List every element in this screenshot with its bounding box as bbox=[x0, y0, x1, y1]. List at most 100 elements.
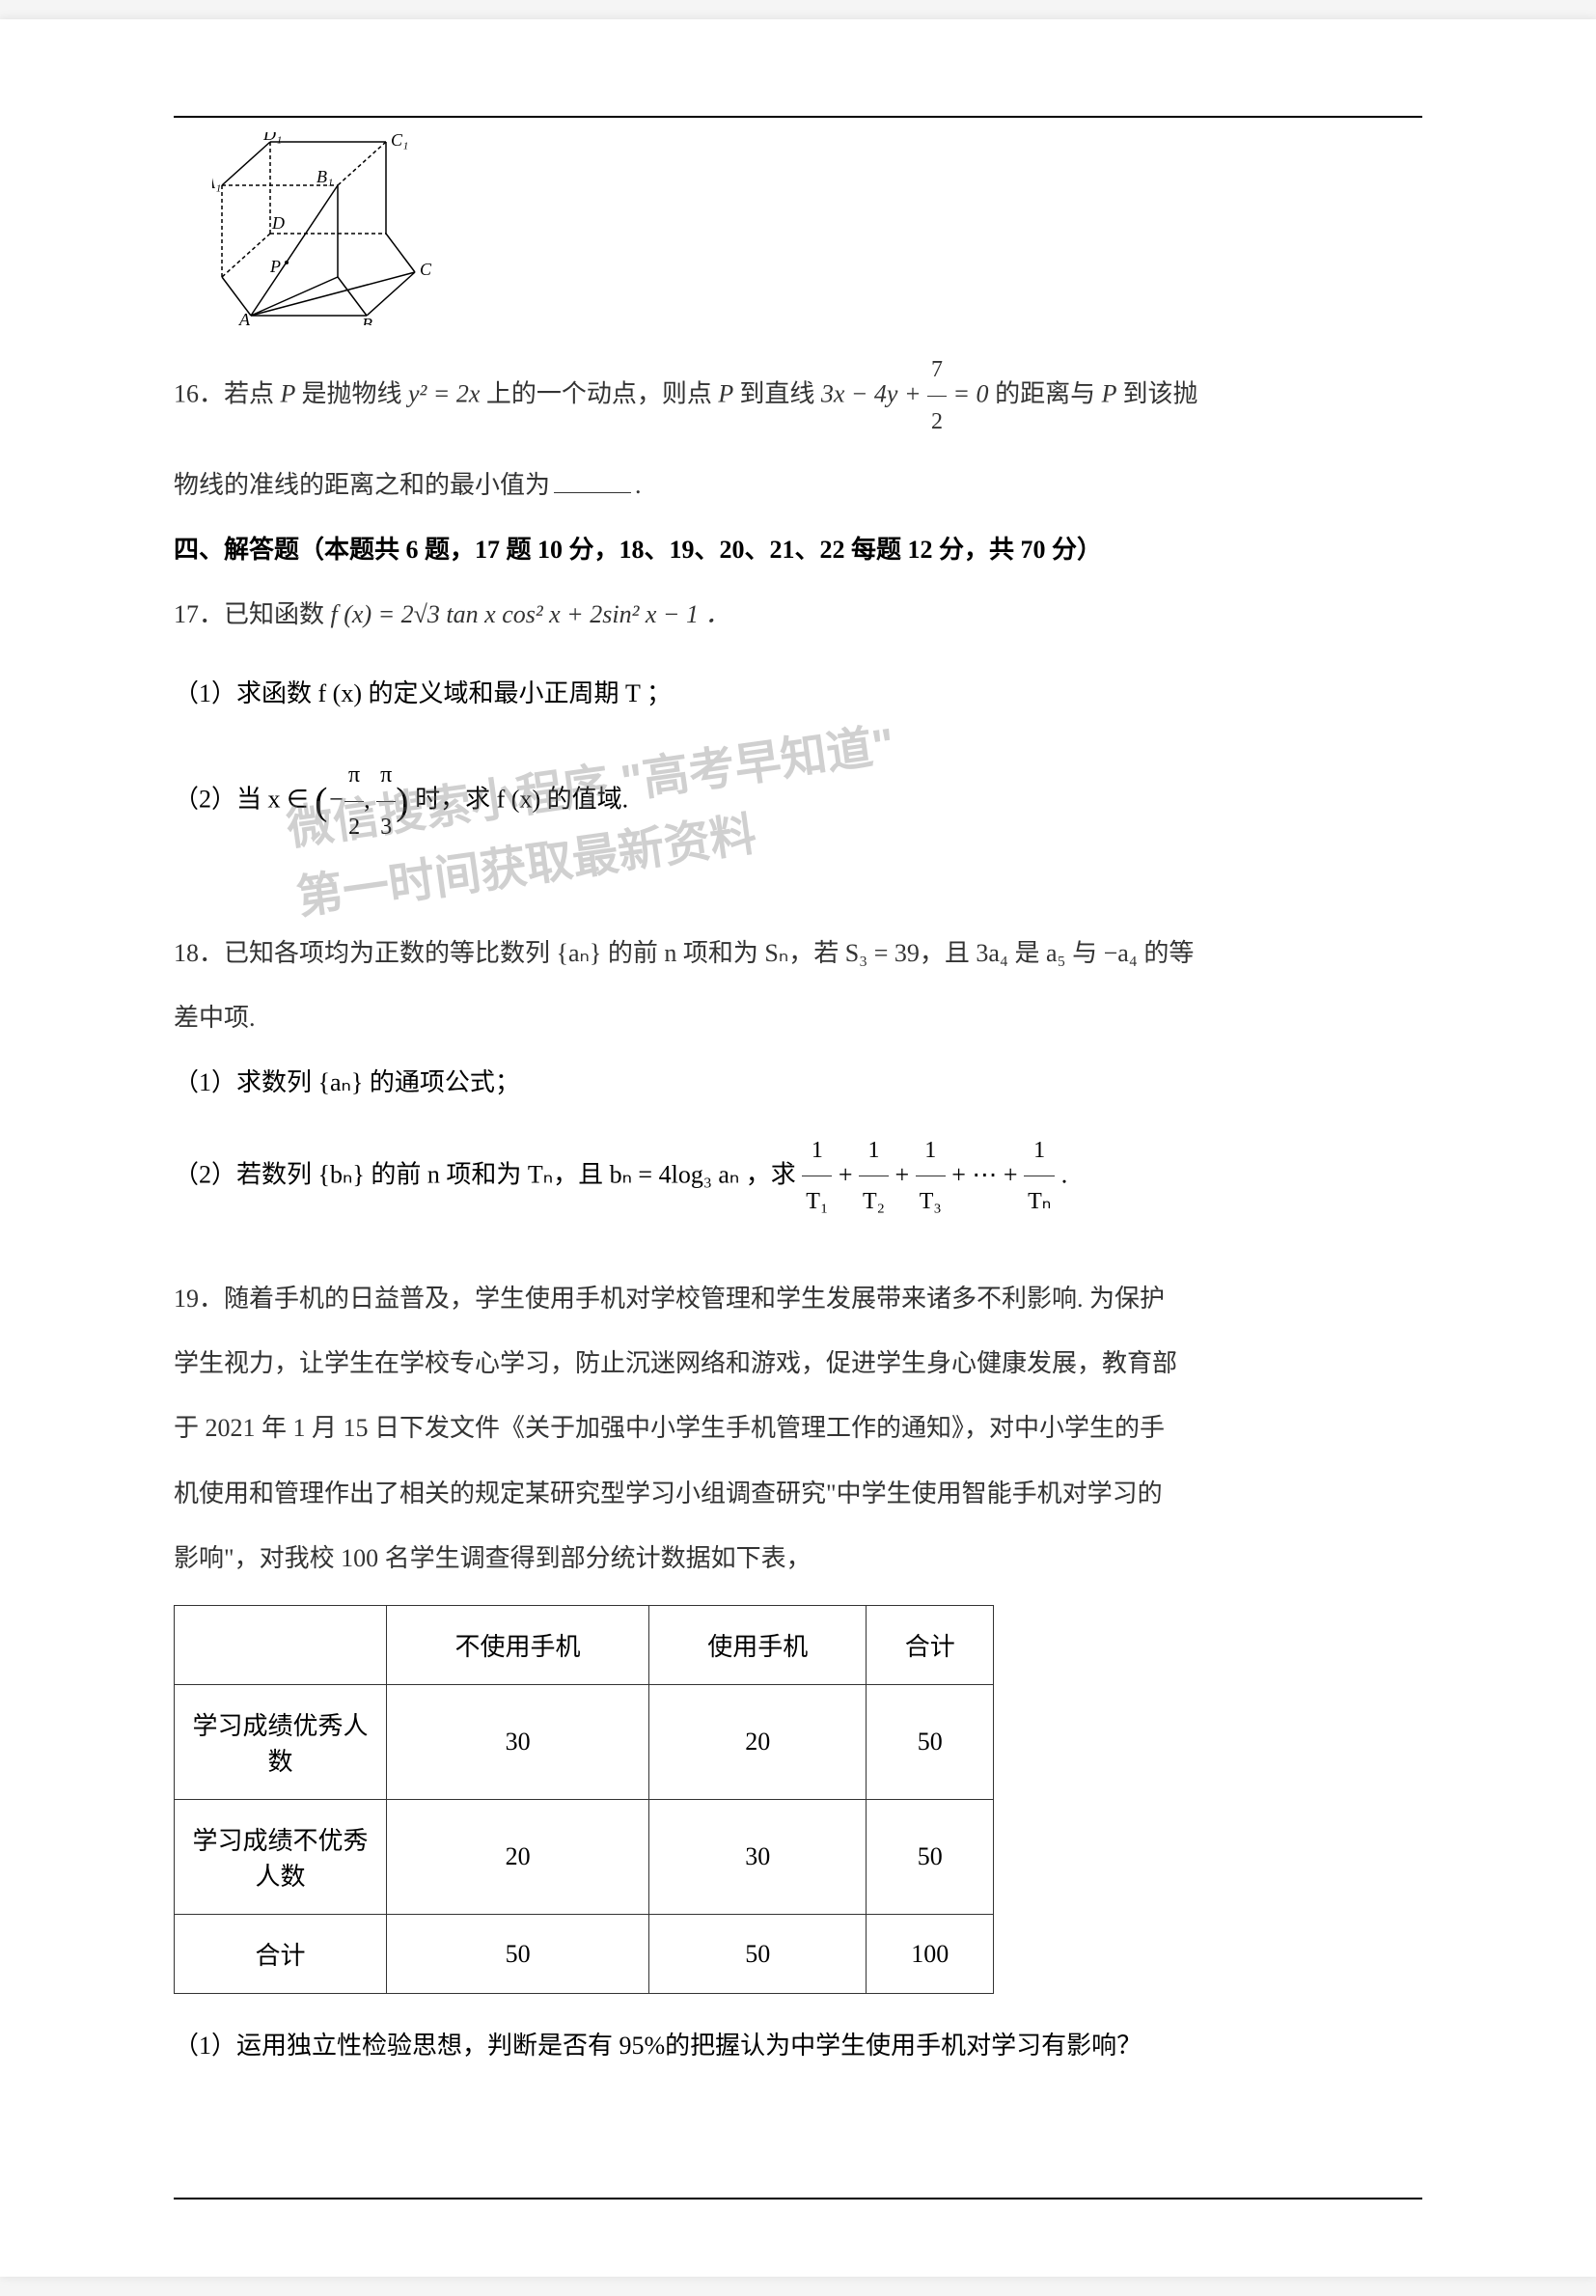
problem-16: 16．若点 P 是抛物线 y² = 2x 上的一个动点，则点 P 到直线 3x … bbox=[174, 345, 1422, 448]
fraction: π2 bbox=[344, 750, 364, 853]
problem-17-sub1: （1）求函数 f (x) 的定义域和最小正周期 T ； bbox=[174, 666, 1422, 721]
problem-number: 16． bbox=[174, 379, 224, 407]
cell: 20 bbox=[649, 1685, 867, 1800]
cell: 50 bbox=[867, 1800, 994, 1915]
document-page: D₁ C₁ A₁ B₁ D C A B P 16．若点 P 是抛物线 y² = … bbox=[0, 19, 1596, 2277]
denominator: Tₙ bbox=[1024, 1176, 1055, 1228]
header-cell: 合计 bbox=[867, 1606, 994, 1685]
text: 当 x ∈ bbox=[236, 786, 315, 814]
label-c: C bbox=[420, 260, 432, 279]
cell: 100 bbox=[867, 1915, 994, 1994]
problem-number: 18． bbox=[174, 939, 224, 967]
cell: 50 bbox=[649, 1915, 867, 1994]
cube-figure: D₁ C₁ A₁ B₁ D C A B P bbox=[212, 132, 444, 325]
label-d1: D₁ bbox=[262, 132, 282, 144]
header-cell: 不使用手机 bbox=[387, 1606, 649, 1685]
problem-19-line3: 于 2021 年 1 月 15 日下发文件《关于加强中小学生手机管理工作的通知》… bbox=[174, 1400, 1422, 1455]
problem-19-line5: 影响"，对我校 100 名学生调查得到部分统计数据如下表， bbox=[174, 1531, 1422, 1586]
table-header-row: 不使用手机 使用手机 合计 bbox=[175, 1606, 994, 1685]
fraction: π3 bbox=[376, 750, 396, 853]
text: 时，求 f (x) 的值域. bbox=[409, 786, 628, 814]
sub-label: （1） bbox=[174, 1068, 236, 1096]
text: 学生视力，让学生在学校专心学习，防止沉迷网络和游戏，促进学生身心健康发展，教育部 bbox=[174, 1349, 1177, 1377]
label-p: P bbox=[269, 257, 281, 276]
problem-19: 19．随着手机的日益普及，学生使用手机对学校管理和学生发展带来诸多不利影响. 为… bbox=[174, 1271, 1422, 1326]
sub-label: （2） bbox=[174, 1160, 236, 1188]
numerator: 1 bbox=[1024, 1125, 1055, 1177]
equation-part: 3x − 4y + bbox=[821, 379, 927, 407]
numerator: π bbox=[376, 750, 396, 802]
answer-blank bbox=[554, 492, 631, 493]
numerator: 1 bbox=[916, 1125, 946, 1177]
var-p: P bbox=[281, 379, 302, 407]
fraction: 1Tₙ bbox=[1024, 1125, 1055, 1229]
text: 若点 bbox=[224, 379, 281, 407]
row-label: 学习成绩不优秀人数 bbox=[175, 1800, 387, 1915]
phone-usage-table: 不使用手机 使用手机 合计 学习成绩优秀人数 30 20 50 学习成绩不优秀人… bbox=[174, 1605, 994, 1994]
text: 到直线 bbox=[739, 379, 821, 407]
comma: , bbox=[364, 786, 376, 814]
cell: 50 bbox=[387, 1915, 649, 1994]
problem-18-sub2: （2）若数列 {bₙ} 的前 n 项和为 Tₙ，且 bₙ = 4log₃ aₙ … bbox=[174, 1125, 1422, 1229]
cube-svg: D₁ C₁ A₁ B₁ D C A B P bbox=[212, 132, 444, 325]
problem-19-line2: 学生视力，让学生在学校专心学习，防止沉迷网络和游戏，促进学生身心健康发展，教育部 bbox=[174, 1336, 1422, 1391]
sub-label: （1） bbox=[174, 679, 236, 707]
text: 求函数 f (x) 的定义域和最小正周期 T ； bbox=[236, 679, 672, 707]
denominator: T₂ bbox=[859, 1176, 889, 1228]
text: 上的一个动点，则点 bbox=[486, 379, 719, 407]
sub-label: （2） bbox=[174, 786, 236, 814]
row-label: 学习成绩优秀人数 bbox=[175, 1685, 387, 1800]
text: 到该抛 bbox=[1123, 379, 1198, 407]
row-label: 合计 bbox=[175, 1915, 387, 1994]
table-row: 学习成绩优秀人数 30 20 50 bbox=[175, 1685, 994, 1800]
problem-18-sub1: （1）求数列 {aₙ} 的通项公式； bbox=[174, 1055, 1422, 1110]
cell: 30 bbox=[387, 1685, 649, 1800]
text: 于 2021 年 1 月 15 日下发文件《关于加强中小学生手机管理工作的通知》… bbox=[174, 1414, 1165, 1442]
problem-16-line2: 物线的准线的距离之和的最小值为. bbox=[174, 457, 1422, 512]
text: 差中项. bbox=[174, 1004, 256, 1032]
text: 求数列 {aₙ} 的通项公式； bbox=[236, 1068, 520, 1096]
header-rule bbox=[174, 116, 1422, 118]
table-row: 合计 50 50 100 bbox=[175, 1915, 994, 1994]
header-cell bbox=[175, 1606, 387, 1685]
numerator: π bbox=[344, 750, 364, 802]
text: 物线的准线的距离之和的最小值为 bbox=[174, 471, 550, 499]
fraction: 1T₂ bbox=[859, 1125, 889, 1229]
label-b1: B₁ bbox=[316, 167, 333, 186]
plus: + bbox=[889, 1160, 916, 1188]
text: 影响"，对我校 100 名学生调查得到部分统计数据如下表， bbox=[174, 1544, 812, 1572]
problem-18: 18．已知各项均为正数的等比数列 {aₙ} 的前 n 项和为 Sₙ，若 S₃ =… bbox=[174, 926, 1422, 981]
numerator: 1 bbox=[802, 1125, 832, 1177]
section-4-header: 四、解答题（本题共 6 题，17 题 10 分，18、19、20、21、22 每… bbox=[174, 522, 1422, 577]
fraction: 72 bbox=[927, 345, 947, 448]
table-row: 学习成绩不优秀人数 20 30 50 bbox=[175, 1800, 994, 1915]
text: 的距离与 bbox=[995, 379, 1102, 407]
problem-18-line2: 差中项. bbox=[174, 990, 1422, 1045]
header-cell: 使用手机 bbox=[649, 1606, 867, 1685]
label-a: A bbox=[238, 310, 251, 325]
paren-close: ) bbox=[396, 780, 408, 823]
numerator: 7 bbox=[927, 345, 947, 397]
problem-19-line4: 机使用和管理作出了相关的规定某研究型学习小组调查研究"中学生使用智能手机对学习的 bbox=[174, 1466, 1422, 1521]
fraction: 1T₁ bbox=[802, 1125, 832, 1229]
var-p: P bbox=[1102, 379, 1123, 407]
denominator: 2 bbox=[927, 397, 947, 448]
period: . bbox=[1055, 1160, 1067, 1188]
label-b: B bbox=[362, 315, 372, 325]
equation: y² = 2x bbox=[408, 379, 486, 407]
var-p: P bbox=[718, 379, 739, 407]
paren-open: ( bbox=[315, 780, 327, 823]
cell: 50 bbox=[867, 1685, 994, 1800]
text: 是抛物线 bbox=[301, 379, 408, 407]
cell: 20 bbox=[387, 1800, 649, 1915]
plus: + bbox=[832, 1160, 859, 1188]
text: 已知函数 bbox=[224, 600, 331, 628]
label-a1: A₁ bbox=[212, 173, 221, 192]
label-d: D bbox=[271, 213, 285, 233]
denominator: 3 bbox=[376, 802, 396, 853]
equation-part: = 0 bbox=[947, 379, 995, 407]
fraction: 1T₃ bbox=[916, 1125, 946, 1229]
numerator: 1 bbox=[859, 1125, 889, 1177]
denominator: 2 bbox=[344, 802, 364, 853]
denominator: T₁ bbox=[802, 1176, 832, 1228]
